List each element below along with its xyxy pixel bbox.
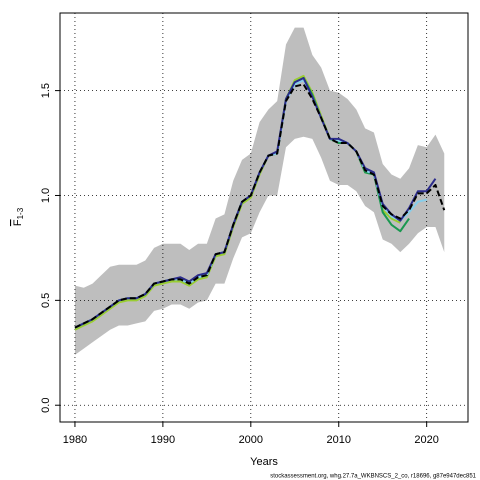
x-tick-label: 2020 [414, 434, 438, 446]
y-label-main: F [12, 219, 24, 226]
x-tick-label: 2000 [239, 434, 263, 446]
footnote: stockassessment.org, whg.27.7a_WKBNSCS_2… [270, 474, 476, 480]
line [74, 83, 446, 329]
x-axis-label: Years [250, 456, 278, 468]
x-tick-label: 1990 [151, 434, 175, 446]
x-tick-label: 2010 [326, 434, 350, 446]
y-axis-label: F1-3 [12, 207, 25, 226]
y-tick-label: 1.0 [40, 188, 52, 203]
confidence-band [74, 27, 445, 355]
y-tick-label: 0.5 [40, 293, 52, 308]
plot-frame [59, 12, 469, 423]
y-tick-label: 0.0 [40, 398, 52, 413]
x-tick-label: 1980 [63, 434, 87, 446]
y-tick-label: 1.5 [40, 83, 52, 98]
y-label-sub: 1-3 [16, 207, 25, 219]
